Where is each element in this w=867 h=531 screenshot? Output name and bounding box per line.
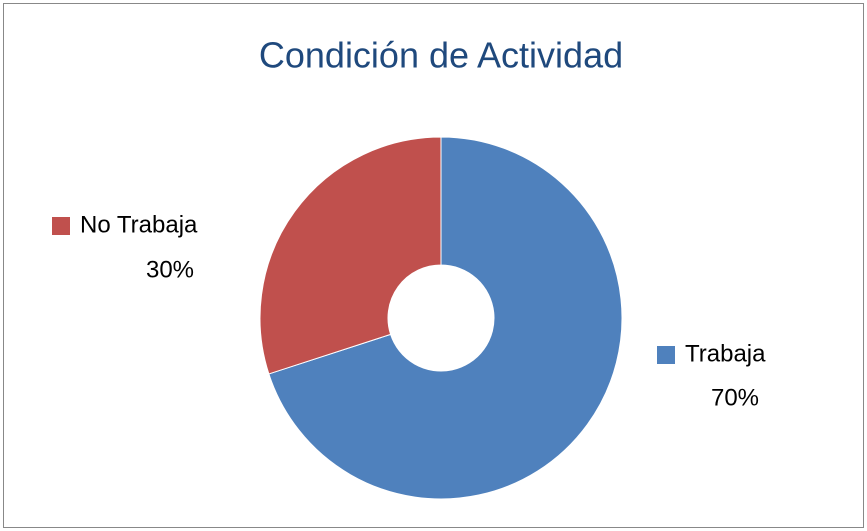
slice-category-label: No Trabaja [80,211,198,238]
slice-category-label: Trabaja [685,340,766,367]
legend-swatch [52,217,70,235]
slice-value-label: 30% [146,256,194,283]
chart-title: Condición de Actividad [259,35,623,76]
slice [268,136,623,500]
slice [259,136,442,375]
legend-swatch [657,346,675,364]
slice-value-label: 70% [711,384,759,411]
